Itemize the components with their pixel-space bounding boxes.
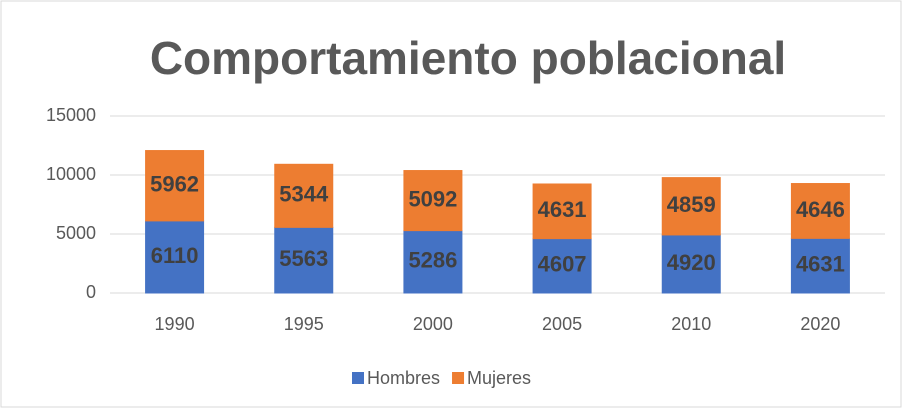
bar-segment	[403, 230, 463, 294]
bar-segment	[790, 183, 850, 239]
bar-segment	[274, 163, 334, 228]
data-label: 5563	[279, 246, 328, 271]
data-label: 4631	[538, 197, 587, 222]
y-tick-label: 0	[86, 282, 96, 302]
x-tick-label: 2010	[671, 314, 711, 334]
x-tick-label: 2000	[413, 314, 453, 334]
y-tick-label: 5000	[56, 223, 96, 243]
legend-swatch	[452, 372, 465, 384]
y-tick-label: 10000	[46, 164, 96, 184]
data-label: 5286	[408, 248, 457, 273]
x-tick-label: 2005	[542, 314, 582, 334]
bar-segment	[532, 238, 592, 294]
bar-segment	[532, 183, 592, 240]
data-label: 4920	[667, 250, 716, 275]
data-label: 4646	[796, 197, 845, 222]
data-label: 4859	[667, 192, 716, 217]
data-label: 6110	[151, 243, 199, 268]
x-tick-label: 1995	[284, 314, 324, 334]
x-tick-label: 1990	[155, 314, 195, 334]
x-tick-label: 2020	[800, 314, 840, 334]
chart-title: Comportamiento poblacional	[150, 32, 786, 84]
y-tick-label: 15000	[46, 105, 96, 125]
bar-segment	[274, 226, 334, 294]
legend-label: Hombres	[367, 368, 440, 388]
bar-segment	[145, 220, 205, 294]
bar-segment	[145, 150, 205, 222]
data-label: 4607	[538, 252, 587, 277]
data-label: 5962	[150, 172, 199, 197]
bar-segment	[790, 237, 850, 294]
data-label: 5092	[408, 186, 457, 211]
bar-segment	[403, 170, 463, 232]
legend-label: Mujeres	[467, 368, 531, 388]
data-label: 5344	[279, 182, 329, 207]
data-label: 4631	[796, 251, 845, 276]
legend-swatch	[352, 372, 364, 384]
bar-segment	[661, 177, 721, 236]
